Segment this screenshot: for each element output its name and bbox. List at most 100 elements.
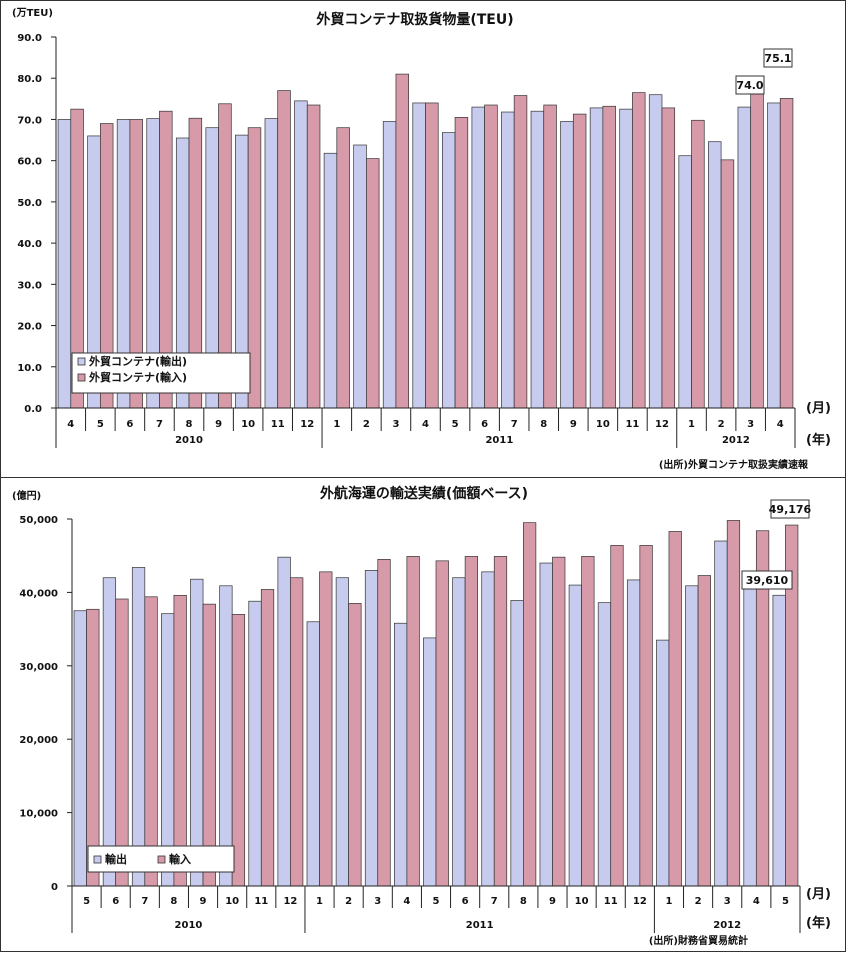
- import-bar: [779, 98, 794, 409]
- import-bar: [661, 107, 676, 409]
- x-tick-label: 10: [575, 896, 589, 907]
- import-bar: [406, 556, 420, 887]
- y-tick-label: 70.0: [17, 115, 42, 126]
- x-tick-label: 5: [433, 896, 440, 907]
- callout-label: 74.0: [736, 79, 763, 92]
- import-bar: [144, 596, 158, 887]
- export-bar: [264, 118, 279, 409]
- x-tick-label: 3: [724, 896, 731, 907]
- x-tick-label: 5: [782, 896, 789, 907]
- export-bar: [306, 621, 320, 887]
- export-bar: [737, 106, 752, 409]
- import-bar: [484, 104, 498, 409]
- top-chart-unit: (万TEU): [12, 7, 53, 19]
- export-bar: [57, 119, 72, 409]
- legend-swatch: [157, 855, 166, 864]
- export-bar: [767, 102, 781, 409]
- export-bar: [619, 108, 633, 409]
- import-bar: [610, 545, 624, 887]
- y-tick-label: 40,000: [19, 588, 58, 599]
- legend-label: 輸出: [105, 852, 127, 866]
- export-bar: [219, 585, 233, 887]
- x-tick-label: 2: [345, 896, 352, 907]
- x-tick-label: 7: [491, 896, 498, 907]
- export-bar: [560, 121, 574, 409]
- import-bar: [290, 577, 304, 887]
- top-chart-source: (出所)外貿コンテナ取扱実績速報: [659, 458, 809, 471]
- export-bar: [394, 622, 408, 887]
- import-bar: [668, 531, 682, 887]
- year-label: 2012: [713, 920, 741, 931]
- x-tick-label: 12: [300, 419, 314, 430]
- legend-label: 外貿コンテナ(輸入): [88, 370, 187, 384]
- x-tick-label: 5: [97, 419, 104, 430]
- export-bar: [364, 570, 379, 887]
- import-bar: [319, 571, 333, 887]
- export-bar: [714, 540, 728, 887]
- x-tick-label: 11: [254, 896, 268, 907]
- import-bar: [425, 102, 439, 409]
- import-bar: [632, 92, 646, 409]
- export-bar: [102, 577, 117, 887]
- import-bar: [435, 560, 449, 887]
- x-tick-label: 2: [695, 896, 702, 907]
- x-tick-label: 12: [283, 896, 297, 907]
- bottom-x-unit-month: (月): [806, 887, 831, 902]
- legend-label: 外貿コンテナ(輸出): [88, 354, 187, 368]
- bottom-x-unit-year: (年): [806, 915, 831, 931]
- export-bar: [743, 577, 757, 887]
- callout-box: [741, 570, 793, 590]
- x-tick-label: 9: [200, 896, 207, 907]
- export-bar: [190, 578, 204, 887]
- x-tick-label: 4: [403, 896, 410, 907]
- callout-label: 39,610: [746, 574, 789, 587]
- export-bar: [294, 100, 308, 409]
- year-label: 2011: [485, 435, 513, 446]
- x-tick-label: 4: [67, 419, 74, 430]
- import-bar: [691, 119, 705, 409]
- export-bar: [648, 94, 663, 409]
- import-bar: [523, 522, 537, 887]
- x-tick-label: 9: [570, 419, 577, 430]
- export-bar: [353, 144, 367, 409]
- import-bar: [697, 575, 711, 887]
- legend-swatch: [77, 373, 86, 382]
- export-bar: [73, 610, 87, 887]
- legend-box: [71, 352, 251, 394]
- x-tick-label: 11: [604, 896, 618, 907]
- x-tick-label: 11: [625, 419, 639, 430]
- import-bar: [377, 559, 391, 887]
- y-tick-label: 20,000: [19, 735, 58, 746]
- y-tick-label: 10,000: [19, 809, 58, 820]
- export-bar: [452, 577, 466, 887]
- import-bar: [572, 113, 587, 409]
- callout-box: [735, 75, 765, 95]
- export-bar: [656, 639, 670, 887]
- y-tick-label: 10.0: [17, 363, 42, 374]
- x-tick-label: 7: [511, 419, 518, 430]
- import-bar: [366, 158, 380, 409]
- y-tick-label: 50,000: [19, 515, 58, 526]
- x-tick-label: 12: [633, 896, 647, 907]
- y-tick-label: 30.0: [17, 280, 42, 291]
- import-bar: [720, 159, 735, 409]
- bottom-chart-source: (出所)財務省貿易統計: [649, 934, 748, 947]
- export-bar: [382, 121, 397, 409]
- export-bar: [277, 556, 291, 887]
- x-tick-label: 1: [316, 896, 323, 907]
- export-bar: [471, 106, 485, 409]
- x-tick-label: 3: [374, 896, 381, 907]
- x-tick-label: 7: [141, 896, 148, 907]
- import-bar: [202, 603, 216, 887]
- import-bar: [639, 545, 653, 887]
- callout-box: [763, 48, 793, 68]
- x-tick-label: 6: [462, 896, 469, 907]
- x-tick-label: 7: [156, 419, 163, 430]
- y-tick-label: 20.0: [17, 322, 42, 333]
- export-bar: [423, 637, 437, 887]
- export-bar: [568, 584, 582, 887]
- x-tick-label: 9: [215, 419, 222, 430]
- x-tick-label: 12: [655, 419, 669, 430]
